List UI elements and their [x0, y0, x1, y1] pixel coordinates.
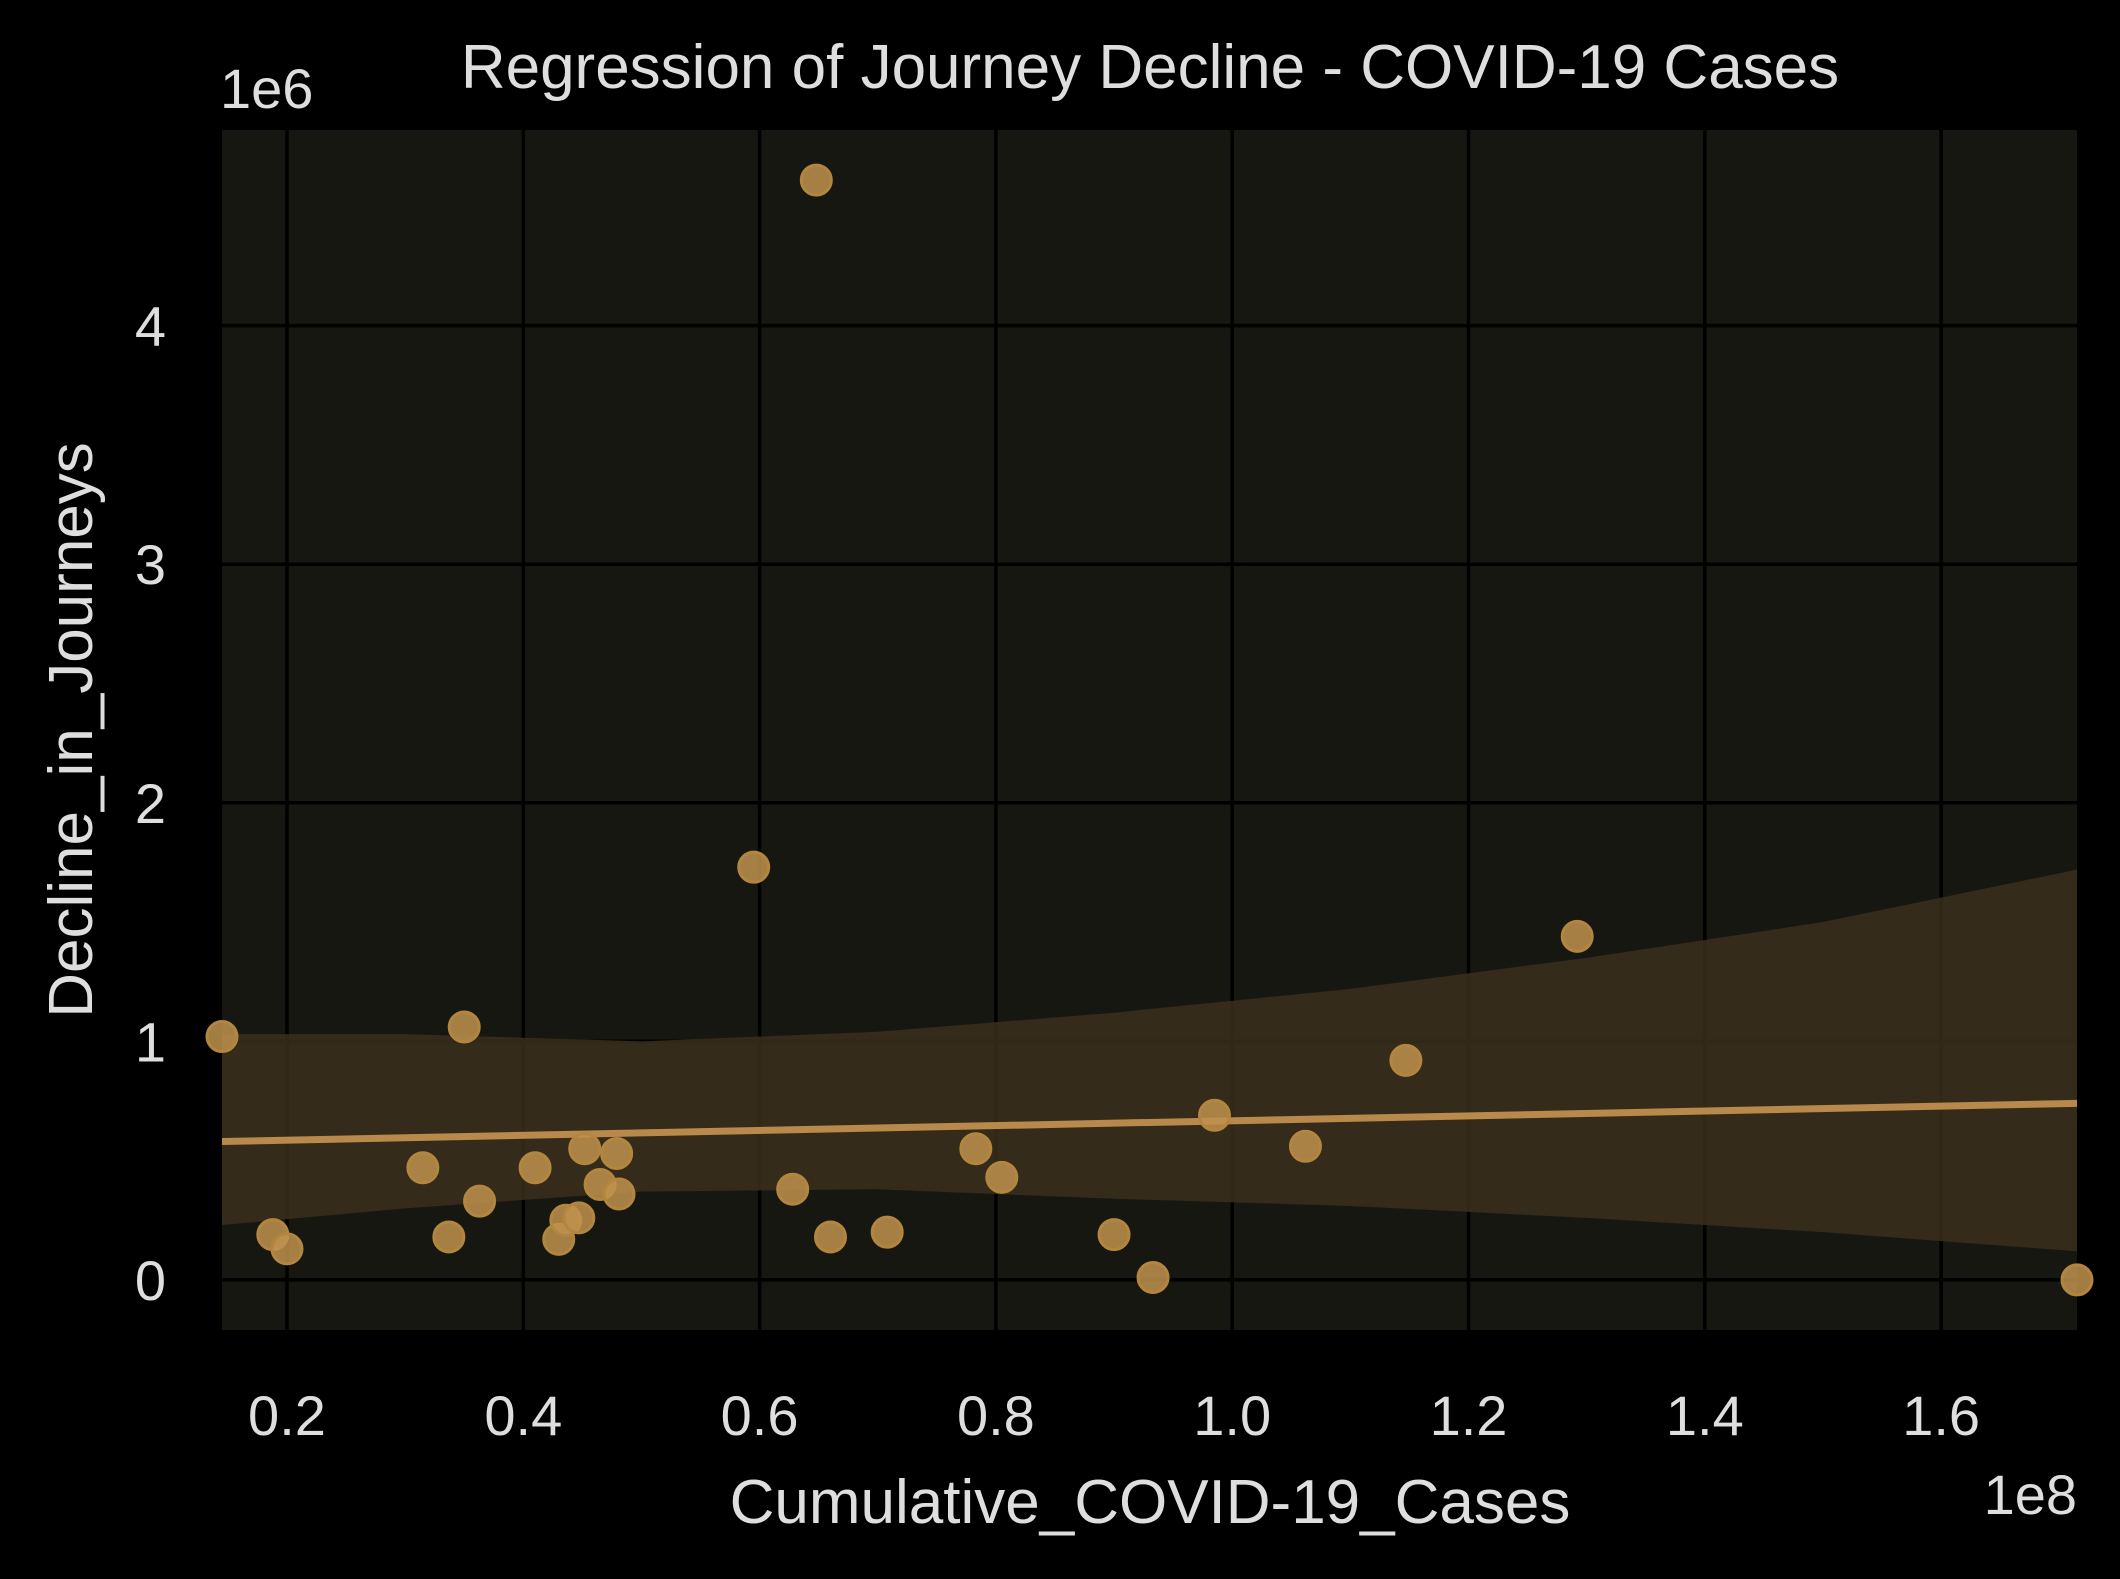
data-point [562, 1201, 596, 1235]
data-point [1097, 1218, 1131, 1252]
confidence-band-layer [222, 869, 2077, 1252]
y-tick-label: 3 [135, 533, 166, 596]
data-point [600, 1136, 634, 1170]
data-point [870, 1215, 904, 1249]
confidence-band [222, 869, 2077, 1252]
data-point [568, 1132, 602, 1166]
y-tick-label: 1 [135, 1010, 166, 1073]
data-point [1389, 1043, 1423, 1077]
y-tick-labels: 0 1 2 3 4 [135, 295, 166, 1312]
regression-line [222, 1099, 2077, 1146]
data-point [1136, 1261, 1170, 1295]
data-point [1560, 919, 1594, 953]
x-tick-label: 1.6 [1902, 1384, 1980, 1447]
x-tick-label: 1.0 [1193, 1384, 1271, 1447]
x-tick-label: 0.2 [248, 1384, 326, 1447]
data-point [518, 1151, 552, 1185]
data-point [776, 1172, 810, 1206]
data-point [737, 850, 771, 884]
x-tick-label: 1.4 [1666, 1384, 1744, 1447]
data-point [799, 163, 833, 197]
data-point [1197, 1098, 1231, 1132]
y-tick-label: 0 [135, 1249, 166, 1312]
data-point [959, 1132, 993, 1166]
data-point [1288, 1129, 1322, 1163]
data-point [2060, 1263, 2094, 1297]
data-point [432, 1220, 466, 1254]
x-multiplier-label: 1e8 [1984, 1463, 2077, 1526]
x-axis-label: Cumulative_COVID-19_Cases [730, 1468, 1571, 1537]
x-tick-label: 0.8 [957, 1384, 1035, 1447]
x-tick-labels: 0.2 0.4 0.6 0.8 1.0 1.2 1.4 1.6 [248, 1384, 1980, 1447]
y-multiplier-label: 1e6 [220, 57, 313, 120]
data-point [602, 1177, 636, 1211]
x-tick-label: 0.4 [484, 1384, 562, 1447]
regression-line-layer [222, 1099, 2077, 1146]
data-point [463, 1184, 497, 1218]
y-axis-label: Decline_in_Journeys [37, 442, 106, 1018]
y-tick-label: 4 [135, 295, 166, 358]
data-point [205, 1020, 239, 1054]
points-layer [205, 163, 2094, 1297]
data-point [270, 1232, 304, 1266]
y-tick-label: 2 [135, 772, 166, 835]
data-point [447, 1010, 481, 1044]
data-point [985, 1160, 1019, 1194]
data-point [406, 1151, 440, 1185]
x-tick-label: 1.2 [1430, 1384, 1508, 1447]
chart-title: Regression of Journey Decline - COVID-19… [461, 33, 1839, 102]
x-tick-label: 0.6 [721, 1384, 799, 1447]
data-point [813, 1220, 847, 1254]
